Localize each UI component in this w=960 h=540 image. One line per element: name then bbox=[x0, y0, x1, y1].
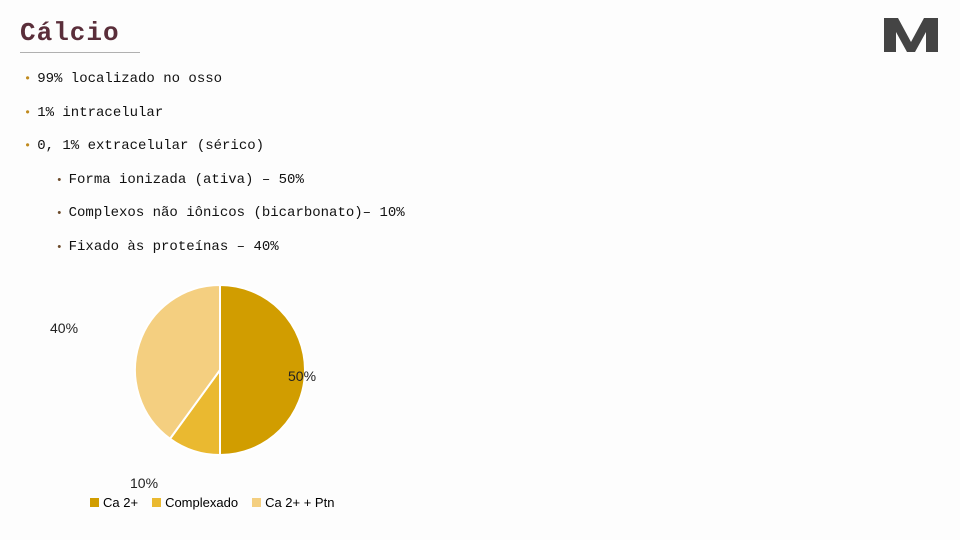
list-item: •Complexos não iônicos (bicarbonato)– 10… bbox=[56, 204, 405, 224]
bullet-list: •99% localizado no osso •1% intracelular… bbox=[24, 70, 405, 272]
list-item: •Forma ionizada (ativa) – 50% bbox=[56, 171, 405, 191]
legend-swatch-icon bbox=[152, 498, 161, 507]
chart-legend: Ca 2+ Complexado Ca 2+ + Ptn bbox=[90, 495, 334, 510]
bullet-text: 1% intracelular bbox=[37, 105, 163, 121]
legend-label: Ca 2+ + Ptn bbox=[265, 495, 334, 510]
page-title: Cálcio bbox=[20, 18, 140, 53]
legend-item: Complexado bbox=[152, 495, 238, 510]
legend-swatch-icon bbox=[252, 498, 261, 507]
list-item: •99% localizado no osso bbox=[24, 70, 405, 90]
bullet-text: 99% localizado no osso bbox=[37, 71, 222, 87]
bullet-text: 0, 1% extracelular (sérico) bbox=[37, 138, 264, 154]
brand-logo-icon bbox=[884, 12, 938, 52]
list-item: •Fixado às proteínas – 40% bbox=[56, 238, 405, 258]
legend-label: Ca 2+ bbox=[103, 495, 138, 510]
data-label: 10% bbox=[130, 475, 158, 491]
bullet-text: Forma ionizada (ativa) – 50% bbox=[69, 172, 304, 188]
legend-swatch-icon bbox=[90, 498, 99, 507]
legend-label: Complexado bbox=[165, 495, 238, 510]
legend-item: Ca 2+ + Ptn bbox=[252, 495, 334, 510]
bullet-text: Complexos não iônicos (bicarbonato)– 10% bbox=[69, 205, 405, 221]
bullet-text: Fixado às proteínas – 40% bbox=[69, 239, 279, 255]
list-item: •1% intracelular bbox=[24, 104, 405, 124]
list-item: •0, 1% extracelular (sérico) bbox=[24, 137, 405, 157]
data-label: 50% bbox=[288, 368, 316, 384]
data-label: 40% bbox=[50, 320, 78, 336]
pie-chart: 50% 10% 40% Ca 2+ Complexado Ca 2+ + Ptn bbox=[60, 280, 400, 510]
legend-item: Ca 2+ bbox=[90, 495, 138, 510]
